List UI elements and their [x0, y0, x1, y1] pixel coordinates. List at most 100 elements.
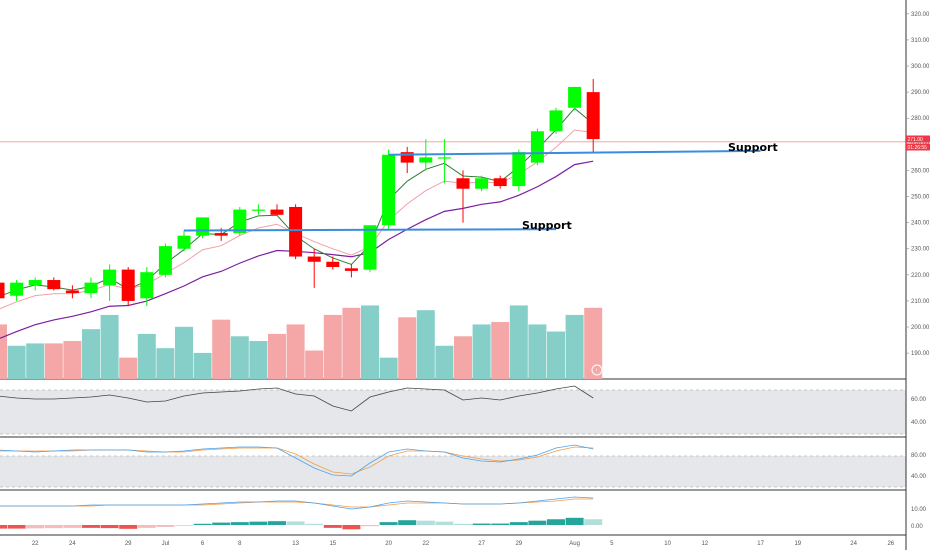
alert-badge-circle [591, 364, 603, 376]
candle-body [47, 280, 61, 290]
candle-body [140, 272, 154, 299]
volume-bar [44, 343, 63, 379]
volume-bar [63, 341, 82, 379]
stoch-tick-label: 40.00 [911, 474, 927, 480]
macd-hist-bar [193, 523, 212, 525]
volume-bar [435, 345, 454, 379]
volume-bar [305, 350, 324, 379]
volume-bar [119, 357, 138, 379]
date-tick-label: Aug [569, 541, 580, 547]
candle-body [270, 209, 284, 215]
volume-bar [156, 348, 175, 379]
volume-bar [193, 352, 212, 379]
volume-bar [454, 336, 472, 379]
date-tick-label: 27 [478, 541, 485, 547]
price-tag-text: 271.00 [908, 137, 924, 143]
macd-hist-bar [435, 521, 454, 525]
date-tick-label: 26 [887, 541, 894, 547]
macd-line [0, 496, 594, 510]
candle-body [28, 280, 42, 286]
price-tick-label: 200.00 [911, 325, 930, 331]
candle-body [307, 256, 321, 262]
macd-hist-bar [584, 519, 603, 525]
date-tick-label: Jul [162, 541, 170, 547]
volume-bar [398, 317, 417, 379]
macd-hist-bar [398, 520, 417, 525]
candle-body [344, 268, 358, 271]
support-label-lower: Support [522, 219, 572, 232]
macd-hist-bar [212, 522, 231, 525]
candle-body [456, 178, 470, 189]
rsi-tick-label: 60.00 [911, 397, 927, 403]
alert-badge-text: ! [596, 369, 597, 375]
volume-bar [379, 357, 398, 379]
macd-hist-bar [528, 520, 547, 525]
date-tick-label: 24 [69, 541, 76, 547]
volume-bar [137, 333, 156, 379]
candle-body [121, 269, 135, 301]
volume-bar [565, 314, 584, 379]
price-tick-label: 240.00 [911, 221, 930, 227]
date-tick-label: 29 [515, 541, 522, 547]
candle-body [326, 261, 340, 267]
price-tick-label: 230.00 [911, 247, 930, 253]
rsi-pane [0, 385, 906, 435]
stoch-rsi-pane [0, 444, 906, 488]
volume-bar [509, 305, 528, 379]
stoch-tick-label: 80.00 [911, 453, 927, 459]
price-tick-label: 220.00 [911, 273, 930, 279]
macd-hist-bar [249, 521, 268, 525]
volume-bar [491, 322, 510, 379]
macd-hist-bar [491, 523, 510, 525]
macd-hist-bar [44, 525, 63, 529]
price-pane: Support Support! [0, 79, 906, 536]
date-tick-label: 10 [664, 541, 671, 547]
candle-body [0, 282, 5, 299]
volume-bar [342, 307, 361, 379]
volume-bar [528, 324, 547, 379]
macd-hist-bar [175, 525, 193, 526]
candle-body [512, 152, 526, 187]
date-tick-label: 12 [701, 541, 708, 547]
candle-body [10, 282, 24, 296]
date-tick-label: 13 [292, 541, 299, 547]
macd-hist-bar [509, 522, 528, 525]
volume-bar [547, 331, 565, 379]
stoch-k-line [0, 444, 594, 477]
candle-body [103, 269, 117, 286]
macd-hist-bar [137, 525, 156, 528]
macd-hist-bar [0, 525, 7, 529]
candle-body [530, 131, 544, 163]
support-line-upper [388, 149, 761, 156]
rsi-band [0, 390, 906, 434]
support-line-lower [183, 228, 557, 232]
volume-bar [100, 314, 119, 379]
volume-bar [0, 324, 7, 379]
macd-hist-bar [472, 523, 491, 525]
volume-bar [230, 336, 249, 379]
macd-hist-bar [100, 525, 119, 529]
volume-bar [212, 319, 231, 379]
date-tick-label: 17 [757, 541, 764, 547]
candle-body [65, 290, 79, 294]
volume-bar [416, 310, 435, 379]
candle-body [437, 157, 451, 159]
price-tag [906, 135, 930, 143]
volume-bar [175, 326, 193, 379]
macd-hist-bar [342, 525, 361, 530]
candle-body [400, 152, 414, 163]
volume-bar [584, 307, 603, 379]
date-tick-label: 19 [794, 541, 801, 547]
candle-body [475, 178, 489, 189]
price-axis: 320.00310.00300.00290.00280.00270.00260.… [905, 0, 930, 550]
volume-bar [249, 341, 268, 379]
volume-bar [82, 329, 100, 379]
price-tick-label: 280.00 [911, 116, 930, 122]
stoch-band [0, 456, 906, 487]
date-tick-label: 15 [329, 541, 336, 547]
candle-body [289, 206, 303, 257]
volume-bar [268, 333, 286, 379]
macd-hist-bar [547, 519, 565, 525]
candle-body [233, 209, 247, 234]
